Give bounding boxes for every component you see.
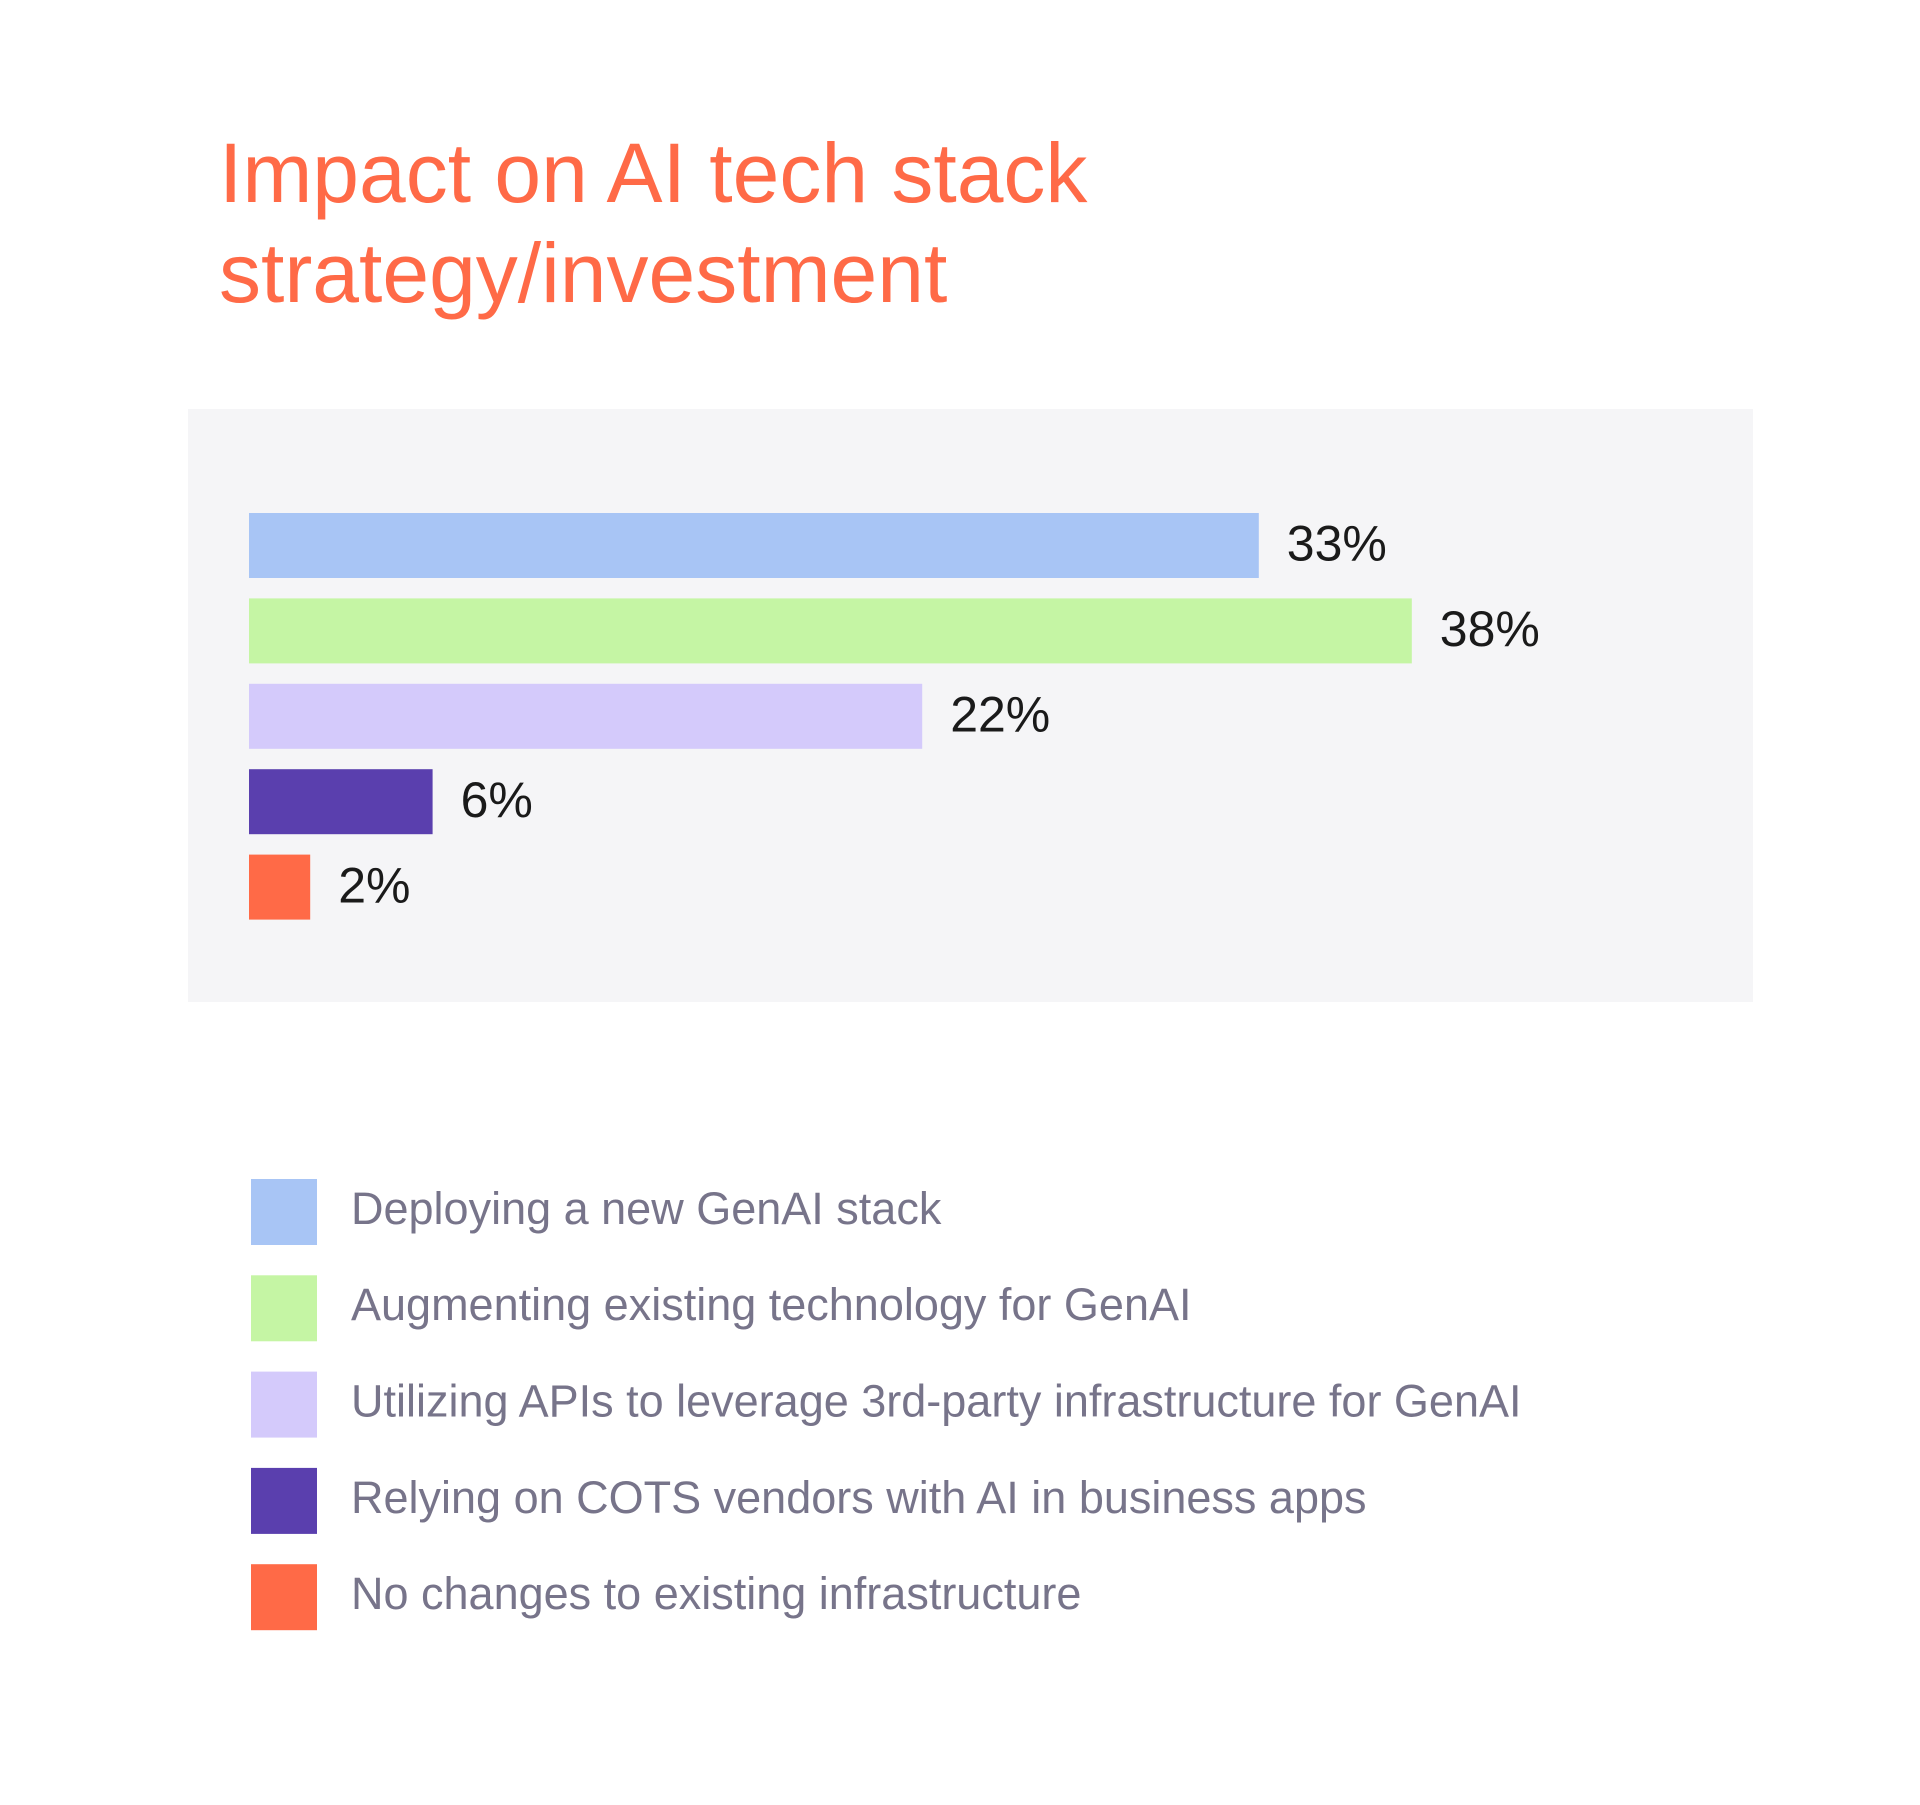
value-label: 2% <box>338 857 410 913</box>
value-label: 33% <box>1287 516 1387 572</box>
bar <box>249 683 923 749</box>
bar <box>249 769 433 835</box>
legend-swatch <box>251 1371 317 1438</box>
value-label: 6% <box>461 772 533 828</box>
bar <box>249 598 1412 664</box>
legend-swatch <box>251 1564 317 1631</box>
bar <box>249 854 311 920</box>
legend-label: Relying on COTS vendors with AI in busin… <box>351 1472 1367 1523</box>
legend-swatch <box>251 1275 317 1342</box>
legend-label: No changes to existing infrastructure <box>351 1568 1081 1619</box>
chart-title: Impact on AI tech stack <box>219 126 1088 220</box>
legend-swatch <box>251 1467 317 1534</box>
legend-label: Augmenting existing technology for GenAI <box>351 1279 1192 1330</box>
legend-label: Utilizing APIs to leverage 3rd-party inf… <box>351 1375 1522 1426</box>
chart-title: strategy/investment <box>219 226 947 320</box>
value-label: 38% <box>1440 601 1540 657</box>
legend-swatch <box>251 1179 317 1245</box>
value-label: 22% <box>950 687 1050 743</box>
bar <box>249 513 1259 578</box>
legend-label: Deploying a new GenAI stack <box>351 1183 942 1234</box>
